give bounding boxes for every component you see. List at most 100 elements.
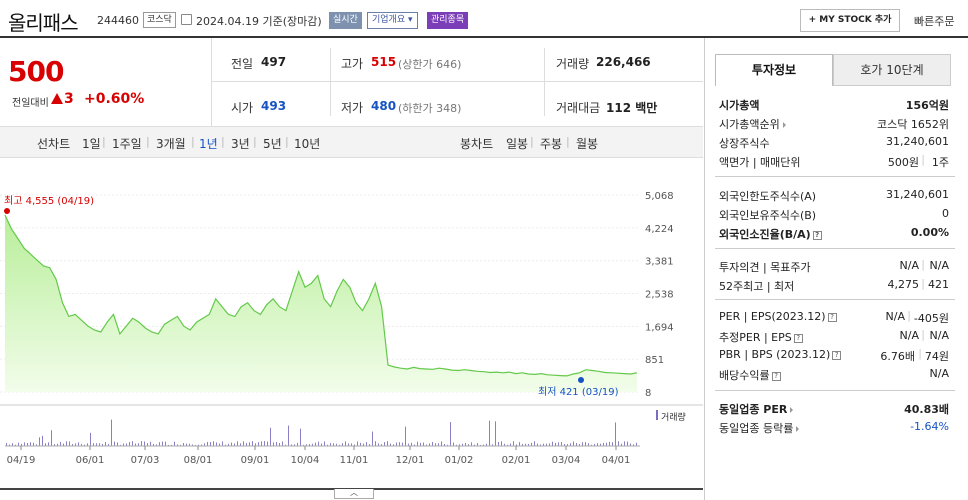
volume-bar — [252, 441, 253, 446]
volume-bar — [354, 444, 355, 446]
volume-bar — [45, 443, 46, 446]
pbr-row: PBR | BPS (2023.12)? 6.76배 | 74원 — [719, 347, 949, 363]
divider — [330, 48, 331, 116]
volume-bar — [30, 442, 31, 446]
volume-bar — [339, 444, 340, 446]
volume-bar — [264, 441, 265, 446]
candle-daily[interactable]: 일봉 — [506, 137, 529, 151]
volume-bar — [525, 443, 526, 446]
volume-bar — [342, 443, 343, 446]
volume-bar — [288, 425, 289, 446]
volume-bar — [528, 443, 529, 446]
volume-bar — [309, 444, 310, 446]
corp-info-dropdown[interactable]: 기업개요 ▾ — [367, 12, 418, 29]
candle-chart-label: 봉차트 — [460, 137, 494, 151]
prev-label: 전일 — [231, 57, 254, 71]
volume-bar — [495, 421, 496, 446]
volume-bar — [438, 443, 439, 446]
foreign-ratio-row: 외국인소진율(B/A)? 0.00% — [719, 226, 949, 241]
per-row: PER | EPS(2023.12)? N/A | -405원 — [719, 309, 949, 325]
y-tick-label: 2,538 — [645, 290, 674, 301]
volume-bar — [297, 442, 298, 446]
volume-bar — [561, 442, 562, 446]
change-percent: +0.60% — [84, 91, 145, 107]
volume-bar — [393, 444, 394, 446]
arrow-right-icon — [790, 407, 794, 413]
x-tick-label: 04/19 — [7, 455, 36, 466]
volume-bar — [228, 443, 229, 446]
volume-bar — [351, 443, 352, 446]
candle-monthly[interactable]: 월봉 — [576, 137, 599, 151]
volume-bar — [555, 442, 556, 446]
volume-bar — [279, 442, 280, 446]
dividend-row: 배당수익률? N/A — [719, 367, 949, 382]
candle-weekly[interactable]: 주봉 — [540, 137, 563, 151]
volume-bar — [249, 442, 250, 446]
volume-bar — [105, 442, 106, 446]
period-3y[interactable]: 3년 — [231, 137, 250, 151]
prev-value: 497 — [261, 55, 287, 69]
volume-bar — [504, 443, 505, 446]
volume-bar — [195, 444, 196, 446]
volume-bar — [60, 441, 61, 446]
volume-bar — [621, 443, 622, 446]
period-10y[interactable]: 10년 — [294, 137, 321, 151]
period-toolbar: 선차트 1일 | 1주일 | 3개월 | 1년 | 3년 | 5년 | 10년 … — [0, 126, 703, 158]
volume-bar — [78, 442, 79, 446]
volume-bar — [450, 422, 451, 446]
volume-bar — [441, 441, 442, 446]
volume-bar — [54, 444, 55, 446]
volume-bar — [51, 430, 52, 446]
volume-bar — [483, 444, 484, 446]
open-value: 493 — [261, 99, 287, 113]
volume-bar — [468, 444, 469, 446]
volume-bar — [387, 441, 388, 446]
realtime-button[interactable]: 실시간 — [329, 12, 362, 29]
volume-bar — [486, 443, 487, 446]
volume-bar — [255, 443, 256, 446]
volume-bar — [552, 441, 553, 446]
period-1y[interactable]: 1년 — [199, 137, 218, 151]
volume-bar — [459, 444, 460, 446]
volume-bar — [444, 444, 445, 446]
period-3m[interactable]: 3개월 — [156, 137, 186, 151]
arrow-right-icon — [796, 426, 800, 432]
add-my-stock-button[interactable]: + MY STOCK 추가 — [800, 9, 900, 32]
volume-bar — [540, 444, 541, 446]
arrow-right-icon — [782, 122, 786, 128]
period-5y[interactable]: 5년 — [263, 137, 282, 151]
volume-bar — [285, 444, 286, 446]
industry-per-row: 동일업종 PER 40.83배 — [719, 403, 949, 416]
y-tick-label: 5,068 — [645, 191, 674, 202]
volume-bar — [69, 441, 70, 446]
volume-value: 226,466 — [596, 55, 651, 69]
volume-bar — [546, 443, 547, 446]
volume-bar — [81, 444, 82, 446]
volume-bar — [372, 431, 373, 446]
volume-bar — [159, 442, 160, 446]
y-tick-label: 8 — [645, 388, 651, 399]
volume-bar — [267, 441, 268, 446]
amount-value: 112 백만 — [606, 101, 658, 115]
tab-invest-info[interactable]: 투자정보 — [715, 54, 833, 86]
volume-bar — [75, 443, 76, 446]
period-1d[interactable]: 1일 — [82, 137, 101, 151]
volume-bar — [549, 443, 550, 446]
period-1w[interactable]: 1주일 — [112, 137, 142, 151]
volume-bar — [324, 441, 325, 446]
tab-hoga-10[interactable]: 호가 10단계 — [833, 54, 951, 86]
volume-legend: 거래량 — [661, 411, 686, 423]
chart-collapse-handle[interactable]: ︿ — [334, 489, 374, 499]
volume-bar — [513, 441, 514, 446]
y-tick-label: 3,381 — [645, 257, 674, 268]
volume-bar — [27, 443, 28, 446]
volume-bar — [225, 444, 226, 446]
volume-bar — [33, 442, 34, 446]
quick-order-link[interactable]: 빠른주문 — [914, 15, 955, 28]
help-icon: ? — [812, 230, 822, 240]
volume-bar — [72, 444, 73, 446]
volume-bar — [261, 441, 262, 446]
volume-bar — [273, 442, 274, 446]
volume-bar — [624, 441, 625, 446]
volume-bar — [192, 444, 193, 446]
